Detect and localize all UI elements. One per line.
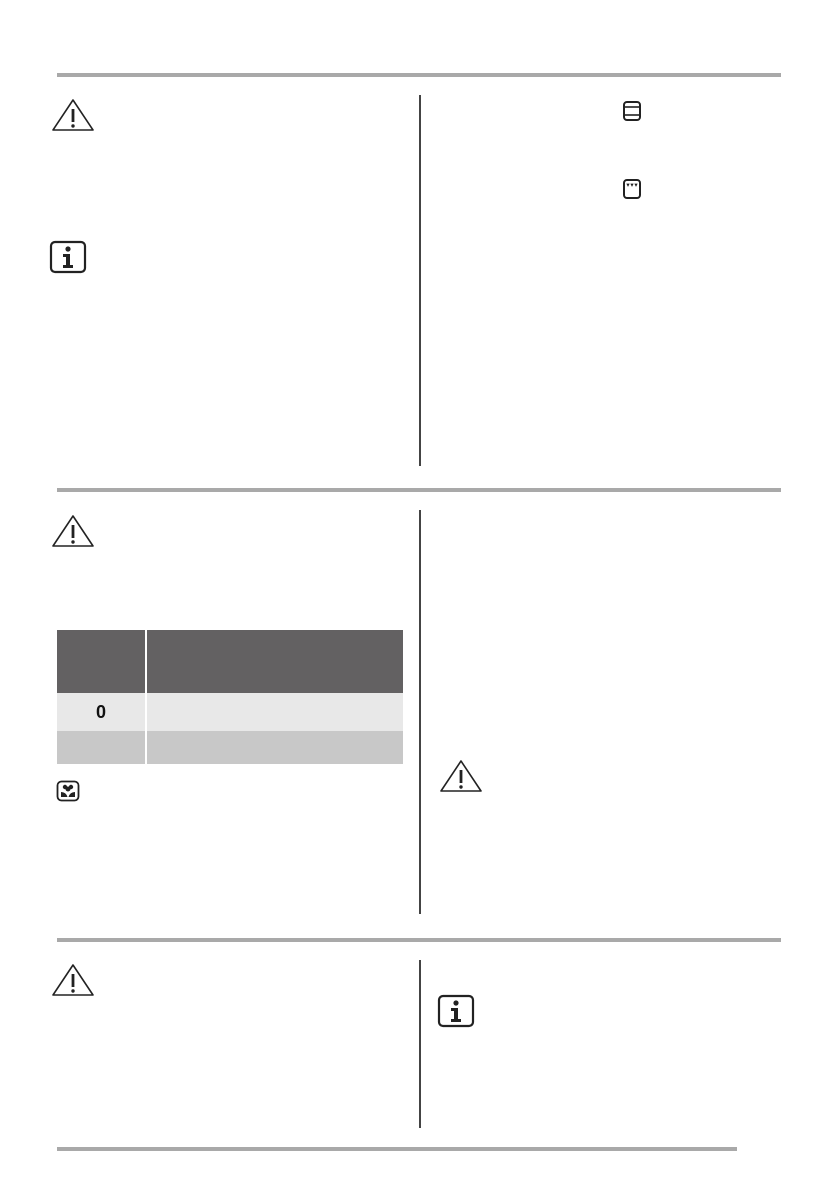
column-divider: [419, 960, 421, 1128]
column-divider: [419, 95, 421, 466]
warning-triangle-icon: [440, 760, 482, 792]
table-column-divider: [145, 630, 147, 764]
oven-top-bottom-heat-icon: [623, 101, 641, 121]
table-header: [57, 630, 403, 693]
warning-triangle-icon: [52, 99, 94, 131]
warning-triangle-icon: [52, 964, 94, 996]
environment-flower-icon: [56, 780, 80, 802]
column-divider: [419, 510, 421, 914]
table-cell-level: 0: [95, 701, 106, 722]
info-icon: [49, 240, 87, 274]
footer-divider: [57, 1147, 737, 1151]
section-divider: [57, 938, 781, 942]
info-icon: [437, 994, 475, 1028]
section-divider: [57, 488, 781, 492]
table-row: [57, 731, 403, 764]
table-row: [57, 693, 403, 731]
oven-top-heat-icon: [623, 179, 641, 199]
section-divider: [57, 73, 781, 77]
warning-triangle-icon: [52, 515, 94, 547]
